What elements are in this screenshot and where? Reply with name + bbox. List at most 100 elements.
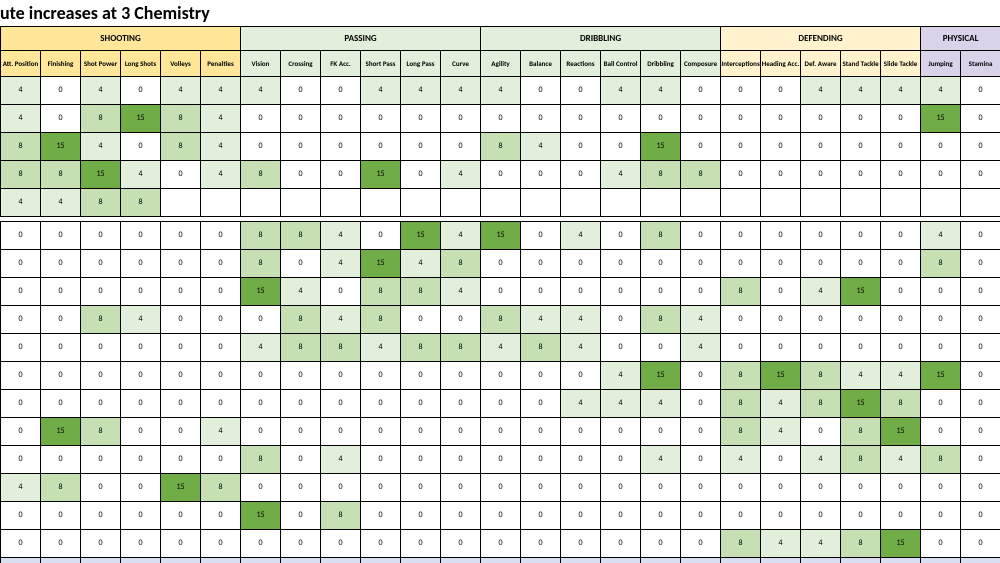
heatmap-cell: 4 <box>201 161 241 189</box>
heatmap-cell: 0 <box>81 530 121 558</box>
heatmap-cell: 0 <box>321 105 361 133</box>
heatmap-cell: 8 <box>801 390 841 418</box>
heatmap-cell: 0 <box>281 474 321 502</box>
heatmap-cell: 0 <box>961 530 1000 558</box>
heatmap-cell: 8 <box>81 418 121 446</box>
heatmap-cell: 0 <box>441 133 481 161</box>
heatmap-cell: 0 <box>281 502 321 530</box>
heatmap-cell: 4 <box>601 362 641 390</box>
heatmap-cell: 0 <box>601 474 641 502</box>
heatmap-cell: 0 <box>761 222 801 250</box>
sub-column-header <box>441 558 481 563</box>
heatmap-cell: 4 <box>601 77 641 105</box>
heatmap-cell <box>201 189 241 217</box>
heatmap-cell: 4 <box>1 77 41 105</box>
heatmap-cell: 0 <box>961 390 1000 418</box>
heatmap-cell: 0 <box>521 77 561 105</box>
heatmap-cell: 0 <box>81 390 121 418</box>
heatmap-cell: 4 <box>681 306 721 334</box>
sub-column-header <box>401 558 441 563</box>
heatmap-cell: 0 <box>521 418 561 446</box>
heatmap-cell: 0 <box>201 362 241 390</box>
heatmap-cell: 0 <box>41 530 81 558</box>
heatmap-cell: 4 <box>81 77 121 105</box>
heatmap-cell: 0 <box>761 278 801 306</box>
heatmap-cell: 15 <box>881 530 921 558</box>
heatmap-cell: 0 <box>721 334 761 362</box>
heatmap-cell: 0 <box>41 446 81 474</box>
heatmap-cell: 8 <box>801 362 841 390</box>
heatmap-cell: 0 <box>161 222 201 250</box>
heatmap-cell: 0 <box>281 133 321 161</box>
heatmap-cell: 0 <box>761 105 801 133</box>
heatmap-cell <box>841 189 881 217</box>
heatmap-cell: 0 <box>961 161 1000 189</box>
heatmap-cell: 8 <box>161 105 201 133</box>
heatmap-cell: 0 <box>601 133 641 161</box>
group-header: DRIBBLING <box>481 27 721 51</box>
heatmap-cell: 0 <box>481 530 521 558</box>
heatmap-cell: 0 <box>41 222 81 250</box>
heatmap-cell: 0 <box>561 446 601 474</box>
heatmap-cell: 0 <box>521 105 561 133</box>
heatmap-cell: 0 <box>401 306 441 334</box>
heatmap-cell: 0 <box>321 77 361 105</box>
heatmap-cell: 8 <box>81 189 121 217</box>
heatmap-cell: 4 <box>41 189 81 217</box>
heatmap-cell: 0 <box>601 105 641 133</box>
heatmap-cell: 4 <box>561 390 601 418</box>
heatmap-cell: 0 <box>961 306 1000 334</box>
heatmap-cell: 0 <box>121 390 161 418</box>
heatmap-cell: 0 <box>681 390 721 418</box>
heatmap-cell: 0 <box>361 446 401 474</box>
heatmap-cell: 8 <box>281 334 321 362</box>
heatmap-cell: 0 <box>841 222 881 250</box>
heatmap-cell: 0 <box>121 418 161 446</box>
heatmap-cell: 0 <box>281 77 321 105</box>
heatmap-cell: 0 <box>561 77 601 105</box>
heatmap-cell: 0 <box>721 474 761 502</box>
column-header: Volleys <box>161 51 201 77</box>
heatmap-cell: 0 <box>161 250 201 278</box>
heatmap-cell: 0 <box>41 390 81 418</box>
heatmap-cell: 0 <box>441 105 481 133</box>
heatmap-cell: 8 <box>161 133 201 161</box>
heatmap-cell: 0 <box>961 77 1000 105</box>
heatmap-cell: 0 <box>281 446 321 474</box>
heatmap-cell: 0 <box>761 502 801 530</box>
heatmap-cell: 0 <box>161 161 201 189</box>
heatmap-cell: 0 <box>641 334 681 362</box>
heatmap-cell: 0 <box>641 278 681 306</box>
heatmap-cell: 0 <box>41 105 81 133</box>
heatmap-cell: 0 <box>241 418 281 446</box>
heatmap-cell: 0 <box>281 418 321 446</box>
group-header: PASSING <box>241 27 481 51</box>
heatmap-cell: 0 <box>601 446 641 474</box>
heatmap-cell: 0 <box>121 278 161 306</box>
heatmap-cell: 0 <box>321 474 361 502</box>
sub-column-header <box>881 558 921 563</box>
column-header: Shot Power <box>81 51 121 77</box>
heatmap-cell: 0 <box>1 502 41 530</box>
heatmap-cell: 4 <box>921 77 961 105</box>
heatmap-cell: 0 <box>361 133 401 161</box>
heatmap-cell: 0 <box>681 418 721 446</box>
heatmap-cell: 0 <box>521 474 561 502</box>
heatmap-cell: 0 <box>321 530 361 558</box>
heatmap-cell: 8 <box>641 306 681 334</box>
heatmap-cell: 4 <box>881 362 921 390</box>
heatmap-cell: 0 <box>161 418 201 446</box>
heatmap-cell: 4 <box>641 446 681 474</box>
heatmap-cell: 0 <box>361 362 401 390</box>
heatmap-cell: 15 <box>641 133 681 161</box>
heatmap-cell: 0 <box>801 334 841 362</box>
heatmap-cell: 0 <box>321 161 361 189</box>
heatmap-cell: 4 <box>121 161 161 189</box>
heatmap-cell: 0 <box>601 502 641 530</box>
sub-column-header <box>281 558 321 563</box>
heatmap-cell: 0 <box>841 502 881 530</box>
heatmap-cell: 4 <box>761 390 801 418</box>
heatmap-cell: 0 <box>801 502 841 530</box>
heatmap-cell: 0 <box>41 502 81 530</box>
heatmap-cell: 0 <box>481 278 521 306</box>
